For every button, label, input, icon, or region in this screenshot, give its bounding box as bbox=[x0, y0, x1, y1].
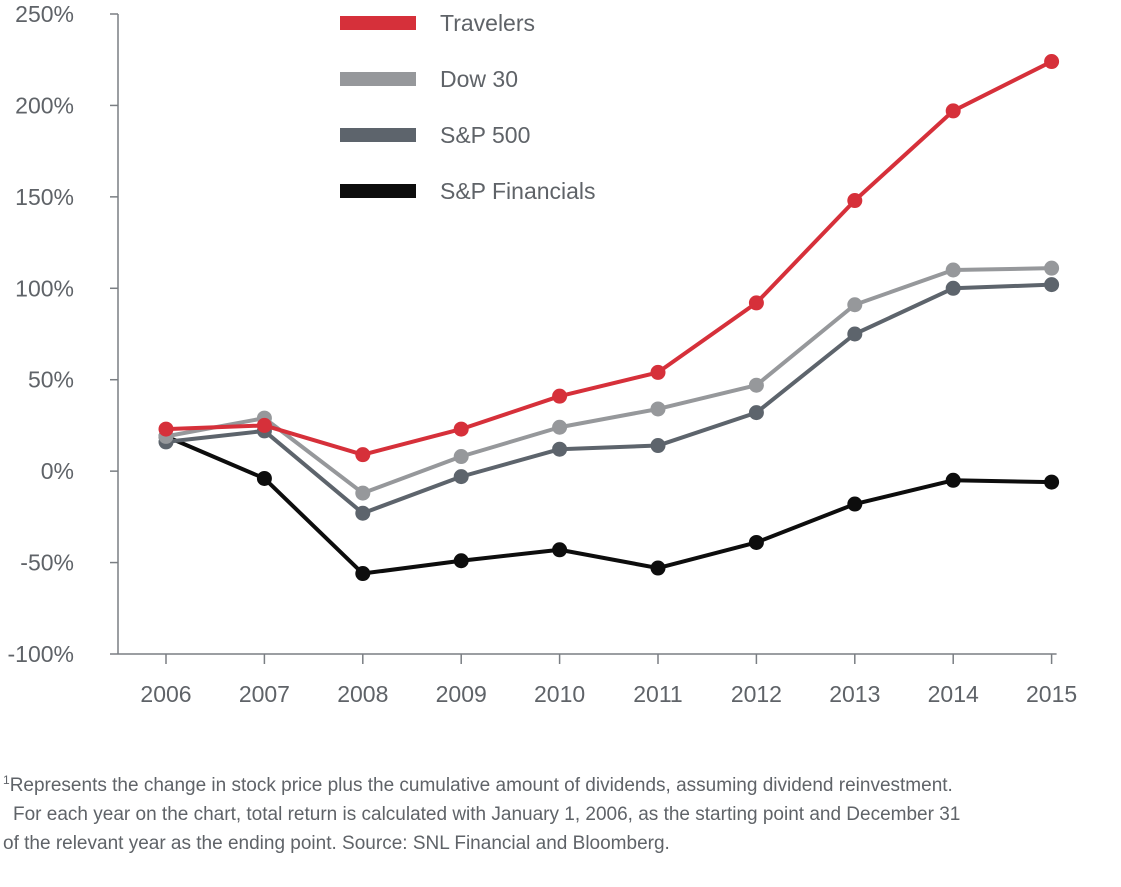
x-tick-label: 2012 bbox=[731, 681, 782, 707]
data-point bbox=[748, 377, 764, 393]
y-tick-label: 200% bbox=[15, 92, 74, 118]
legend-label: Dow 30 bbox=[440, 66, 518, 92]
data-point bbox=[552, 441, 568, 457]
data-point bbox=[650, 364, 666, 380]
y-tick-label: 50% bbox=[28, 367, 74, 393]
data-point bbox=[453, 449, 469, 465]
data-point bbox=[355, 566, 371, 582]
total-return-line-chart: -100% -50% 0% 50% 100% 150% 200% 250% 2006 2007 20… bbox=[8, 1, 1078, 707]
x-tick-label: 2008 bbox=[337, 681, 388, 707]
footnote: 1Represents the change in stock price pl… bbox=[3, 766, 1115, 858]
y-tick-label: 100% bbox=[15, 275, 74, 301]
series-travelers bbox=[158, 54, 1060, 463]
series-s-p-financials bbox=[158, 428, 1060, 582]
x-tick-label: 2007 bbox=[239, 681, 290, 707]
data-point bbox=[945, 262, 961, 278]
legend-label: S&P Financials bbox=[440, 178, 596, 204]
series-line bbox=[165, 59, 1053, 457]
x-tick-label: 2015 bbox=[1026, 681, 1077, 707]
data-point bbox=[158, 421, 174, 437]
data-point bbox=[552, 542, 568, 558]
footnote-line-1: 1Represents the change in stock price pl… bbox=[3, 766, 1115, 800]
y-tick-label: 150% bbox=[15, 184, 74, 210]
x-tick-label: 2014 bbox=[928, 681, 979, 707]
legend-swatch bbox=[340, 72, 416, 86]
data-point bbox=[748, 405, 764, 421]
legend-label: S&P 500 bbox=[440, 122, 530, 148]
data-point bbox=[453, 553, 469, 569]
series-s-p-500 bbox=[158, 277, 1060, 521]
x-tick-label: 2011 bbox=[633, 681, 682, 707]
data-point bbox=[847, 193, 863, 209]
data-point bbox=[847, 496, 863, 512]
data-point bbox=[1044, 277, 1060, 293]
data-point bbox=[355, 505, 371, 521]
footnote-text-1: Represents the change in stock price plu… bbox=[9, 775, 953, 796]
data-point bbox=[355, 485, 371, 501]
legend: Travelers Dow 30 S&P 500 S&P Financials bbox=[340, 10, 596, 204]
data-point bbox=[847, 297, 863, 313]
x-tick-label: 2006 bbox=[140, 681, 191, 707]
data-point bbox=[1044, 474, 1060, 490]
data-point bbox=[650, 438, 666, 454]
data-point bbox=[748, 295, 764, 311]
x-tick-label: 2009 bbox=[436, 681, 487, 707]
y-tick-label: 250% bbox=[15, 1, 74, 27]
x-tick-label: 2013 bbox=[829, 681, 880, 707]
series-line bbox=[165, 434, 1052, 576]
series-line bbox=[165, 266, 1052, 496]
y-tick-label: 0% bbox=[41, 458, 74, 484]
data-point bbox=[748, 534, 764, 550]
data-point bbox=[650, 560, 666, 576]
data-point bbox=[552, 388, 568, 404]
data-point bbox=[847, 326, 863, 342]
footnote-line-3: of the relevant year as the ending point… bbox=[3, 833, 670, 854]
data-point bbox=[1044, 260, 1060, 276]
series-line bbox=[165, 282, 1052, 516]
data-point bbox=[650, 401, 666, 417]
data-point bbox=[453, 421, 469, 437]
series-lines bbox=[158, 54, 1060, 582]
data-point bbox=[256, 417, 272, 433]
data-point bbox=[945, 280, 961, 296]
axes: -100% -50% 0% 50% 100% 150% 200% 250% 2006 2007 20… bbox=[8, 1, 1078, 707]
y-tick-label: -100% bbox=[8, 641, 74, 667]
legend-swatch bbox=[340, 184, 416, 198]
data-point bbox=[355, 447, 371, 463]
y-tick-label: -50% bbox=[20, 550, 74, 576]
data-point bbox=[256, 470, 272, 486]
data-point bbox=[945, 103, 961, 119]
data-point bbox=[552, 419, 568, 435]
legend-swatch bbox=[340, 128, 416, 142]
legend-swatch bbox=[340, 16, 416, 30]
data-point bbox=[945, 472, 961, 488]
data-point bbox=[1044, 54, 1060, 70]
series-dow-30 bbox=[158, 260, 1060, 501]
data-point bbox=[453, 469, 469, 485]
legend-label: Travelers bbox=[440, 10, 535, 36]
footnote-marker: 1 bbox=[3, 773, 10, 787]
x-tick-label: 2010 bbox=[534, 681, 585, 707]
footnote-line-2: For each year on the chart, total return… bbox=[13, 804, 961, 825]
